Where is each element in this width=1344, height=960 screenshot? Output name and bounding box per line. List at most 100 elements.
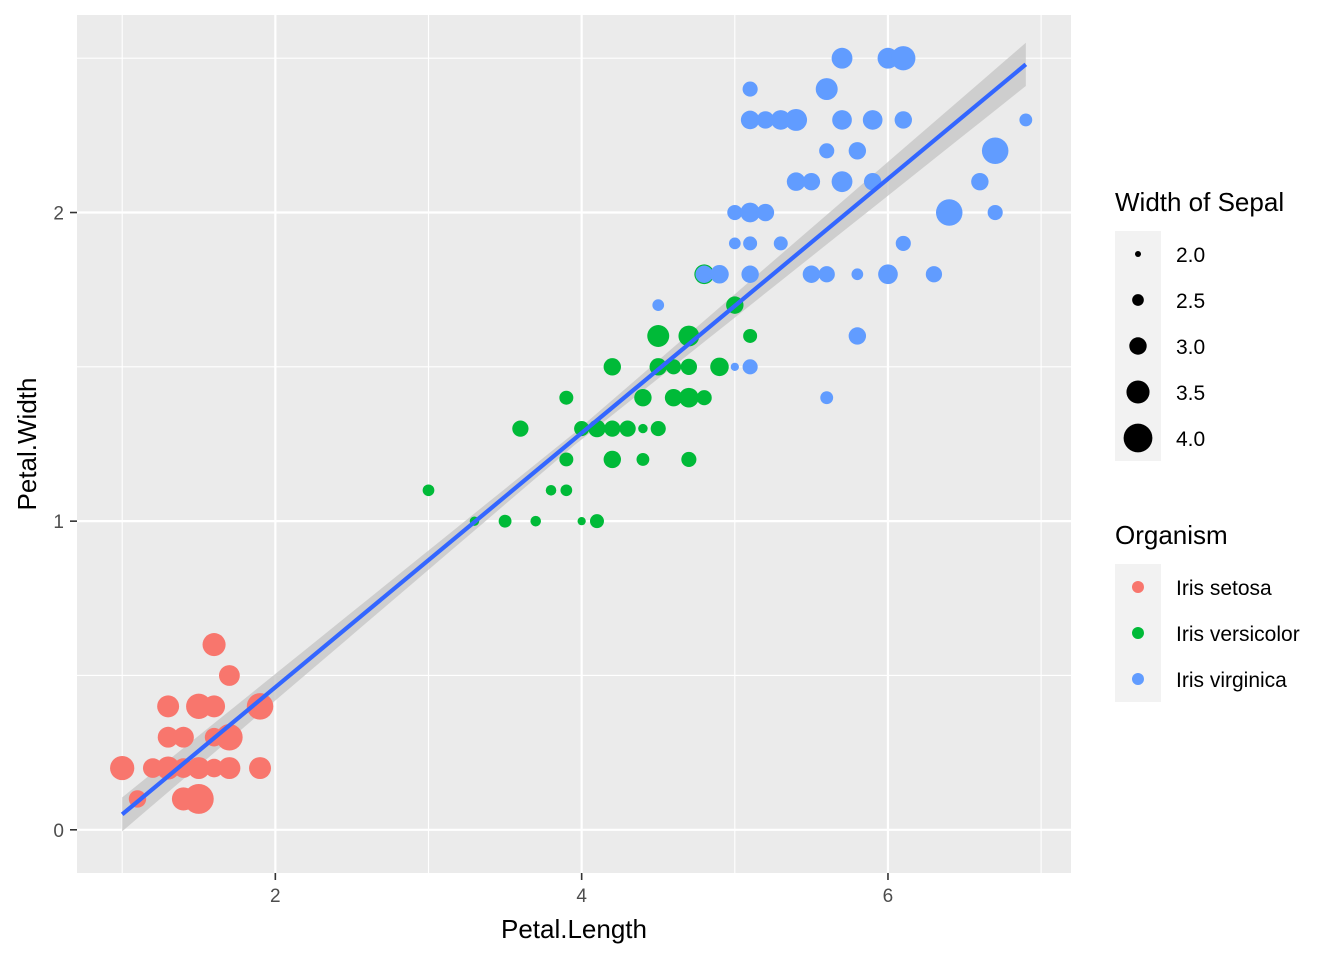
data-point (818, 266, 835, 283)
size-legend-label: 3.0 (1176, 336, 1205, 359)
data-point (681, 451, 697, 467)
data-point (851, 268, 864, 281)
data-point (935, 199, 963, 226)
size-legend-label: 2.0 (1176, 244, 1205, 267)
data-point (802, 172, 821, 191)
x-tick-label: 4 (576, 886, 587, 907)
data-point (545, 485, 557, 496)
color-legend-key (1132, 673, 1144, 685)
data-point (604, 420, 621, 437)
y-tick-label: 1 (53, 512, 64, 533)
color-legend-title: Organism (1115, 520, 1228, 550)
data-point (422, 484, 435, 497)
x-tick-label: 2 (270, 886, 281, 907)
data-point (862, 110, 883, 130)
data-point (680, 358, 697, 375)
data-point (696, 390, 712, 406)
x-axis-title: Petal.Length (501, 914, 647, 944)
data-point (894, 111, 912, 129)
data-point (173, 726, 194, 748)
data-point (727, 204, 743, 221)
data-point (802, 265, 821, 283)
data-point (710, 357, 729, 377)
data-point (218, 757, 241, 780)
data-point (786, 172, 806, 191)
data-point (832, 110, 852, 130)
size-legend-label: 2.5 (1176, 290, 1205, 313)
data-point (665, 359, 682, 375)
data-point (638, 423, 648, 434)
major-gridlines (77, 15, 1071, 873)
color-legend-key (1132, 627, 1144, 639)
color-legend-keys: Iris setosa Iris versicolor Iris virginica (1132, 577, 1300, 692)
size-legend: Width of Sepal 2.0 2.5 3.0 3.5 4.0 (1115, 187, 1284, 461)
data-point (647, 324, 670, 347)
data-point (173, 758, 194, 778)
data-point (756, 111, 775, 129)
data-point (981, 137, 1009, 165)
data-point (891, 46, 916, 71)
data-point (186, 693, 212, 720)
data-point (728, 237, 741, 250)
data-point (710, 264, 729, 284)
data-point (848, 327, 867, 345)
color-legend-key (1132, 581, 1144, 593)
regression-line-layer (120, 62, 1028, 816)
data-point (895, 235, 911, 251)
data-point (559, 452, 574, 467)
data-point (577, 517, 586, 526)
data-point (157, 726, 179, 748)
size-legend-title: Width of Sepal (1115, 187, 1284, 217)
data-point (730, 362, 739, 371)
data-point (925, 266, 943, 283)
data-point (636, 453, 650, 466)
data-point (819, 143, 835, 159)
data-point (664, 389, 683, 407)
data-point (652, 299, 665, 311)
data-point (1019, 113, 1033, 127)
data-point (171, 787, 195, 811)
size-legend-label: 3.5 (1176, 382, 1205, 405)
data-point (560, 484, 573, 497)
data-point (157, 695, 180, 718)
y-tick-label: 0 (53, 821, 64, 842)
data-point (249, 757, 272, 780)
data-point (619, 420, 636, 437)
data-point (742, 359, 758, 375)
data-point (815, 78, 838, 101)
data-point (634, 389, 652, 407)
color-legend-label: Iris versicolor (1176, 623, 1300, 646)
data-point (743, 236, 758, 251)
x-axis: 2 4 6 (270, 873, 893, 907)
y-axis: 0 1 2 (53, 204, 77, 842)
data-point (695, 265, 713, 283)
regression-line (120, 62, 1028, 816)
data-point (741, 265, 759, 283)
size-legend-keys: 2.0 2.5 3.0 3.5 4.0 (1123, 244, 1205, 453)
data-point (218, 665, 240, 686)
data-point (187, 757, 210, 780)
data-point (831, 171, 853, 193)
data-point (756, 203, 775, 222)
data-point (742, 81, 758, 97)
data-point (204, 758, 224, 778)
data-point (773, 236, 788, 251)
data-point (987, 204, 1003, 221)
y-tick-label: 2 (53, 204, 64, 225)
size-legend-key (1132, 294, 1144, 306)
color-legend-label: Iris virginica (1176, 669, 1287, 692)
size-legend-key (1135, 251, 1141, 257)
data-point (603, 450, 621, 469)
data-point (740, 110, 760, 130)
data-point (498, 514, 512, 528)
data-point (203, 695, 226, 718)
size-legend-key (1123, 423, 1153, 453)
data-point (743, 328, 758, 343)
x-tick-label: 6 (883, 886, 894, 907)
data-point (246, 693, 274, 720)
size-legend-key (1129, 337, 1147, 355)
size-legend-key (1126, 380, 1150, 404)
color-legend-label: Iris setosa (1176, 577, 1272, 600)
data-point (770, 110, 791, 130)
data-point (530, 515, 541, 527)
